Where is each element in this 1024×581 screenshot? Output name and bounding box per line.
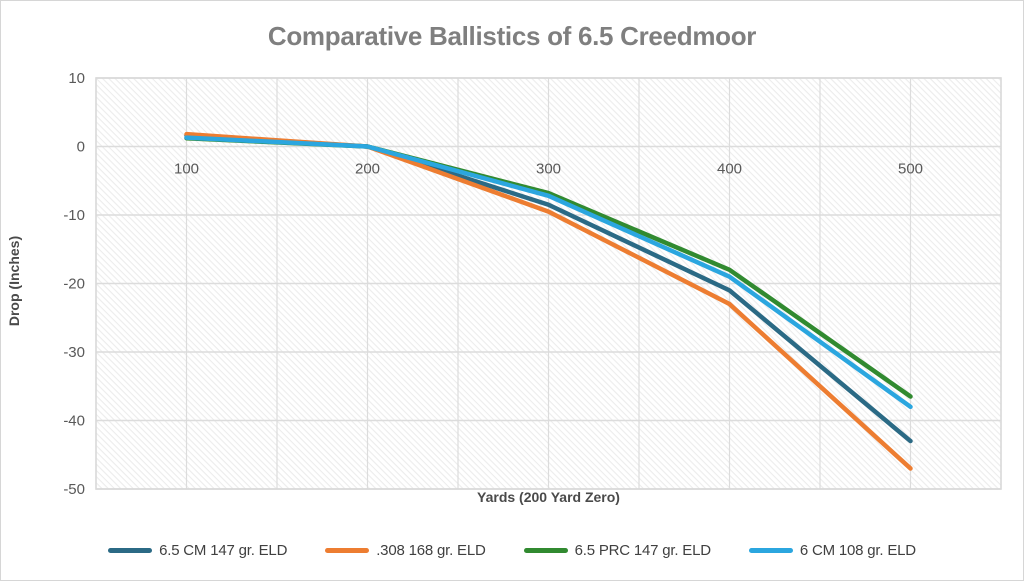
series-line-6-cm-108-gr-eld bbox=[184, 135, 913, 410]
gridlines bbox=[95, 77, 1002, 490]
x-axis-title: Yards (200 Yard Zero) bbox=[477, 489, 620, 505]
legend-item: 6 CM 108 gr. ELD bbox=[748, 542, 916, 559]
chart-title: Comparative Ballistics of 6.5 Creedmoor bbox=[267, 21, 757, 51]
legend-swatch bbox=[748, 548, 793, 553]
legend-item: 6.5 CM 147 gr. ELD bbox=[108, 542, 287, 559]
series-lines bbox=[184, 131, 913, 471]
x-tick-label: 200 bbox=[355, 161, 380, 178]
legend-label: 6.5 PRC 147 gr. ELD bbox=[574, 542, 711, 559]
y-tick-label: -50 bbox=[63, 481, 85, 498]
legend-swatch bbox=[108, 548, 153, 553]
x-tick-label: 100 bbox=[174, 161, 199, 178]
legend-item: 6.5 PRC 147 gr. ELD bbox=[523, 542, 711, 559]
legend: 6.5 CM 147 gr. ELD .308 168 gr. ELD 6.5 PR… bbox=[1, 542, 1023, 559]
x-tick-label: 500 bbox=[898, 161, 923, 178]
y-tick-label: -10 bbox=[63, 207, 85, 224]
legend-label: 6 CM 108 gr. ELD bbox=[799, 542, 916, 559]
plot-border bbox=[95, 77, 1002, 490]
y-tick-label: 10 bbox=[68, 70, 85, 87]
y-tick-label: 0 bbox=[77, 139, 85, 156]
x-tick-label: 300 bbox=[536, 161, 561, 178]
legend-swatch bbox=[523, 548, 568, 553]
legend-item: .308 168 gr. ELD bbox=[325, 542, 486, 559]
x-tick-label: 400 bbox=[717, 161, 742, 178]
legend-swatch bbox=[325, 548, 370, 553]
y-tick-label: -40 bbox=[63, 413, 85, 430]
y-tick-label: -20 bbox=[63, 276, 85, 293]
legend-label: .308 168 gr. ELD bbox=[376, 542, 486, 559]
legend-label: 6.5 CM 147 gr. ELD bbox=[159, 542, 288, 559]
y-tick-label: -30 bbox=[63, 344, 85, 361]
